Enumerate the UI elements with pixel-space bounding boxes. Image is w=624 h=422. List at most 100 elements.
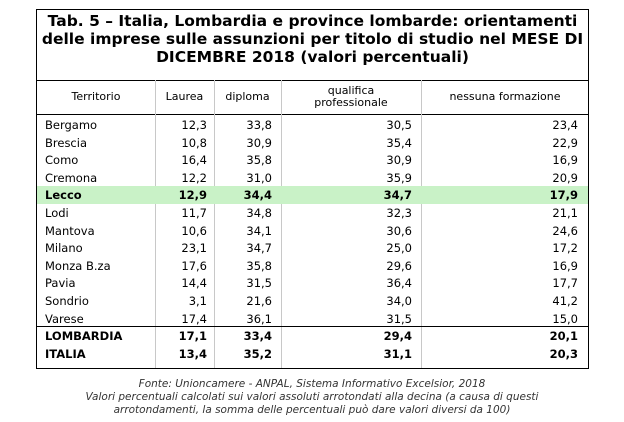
cell-territorio: Pavia: [45, 276, 76, 291]
column-separator: [155, 80, 156, 368]
total-row: ITALIA 13,4 35,2 31,1 20,3: [37, 345, 588, 363]
cell-territorio: Como: [45, 153, 79, 168]
cell-territorio: Lodi: [45, 206, 69, 220]
cell-diploma: 35,2: [243, 347, 272, 361]
cell-qualifica: 34,0: [386, 294, 412, 308]
cell-diploma: 33,8: [246, 118, 272, 132]
cell-qualifica: 25,0: [386, 241, 412, 256]
cell-diploma: 30,9: [246, 135, 272, 150]
cell-diploma: 31,0: [246, 170, 272, 185]
cell-territorio: LOMBARDIA: [45, 329, 123, 343]
table-row: Milano 23,1 34,7 25,0 17,2: [37, 239, 588, 257]
cell-laurea: 17,4: [181, 311, 207, 326]
cell-nessuna: 21,1: [552, 206, 578, 220]
cell-qualifica: 36,4: [386, 276, 412, 291]
cell-territorio: ITALIA: [45, 347, 86, 361]
header-qualifica-line-1: qualifica: [327, 84, 375, 97]
table-row: Brescia 10,8 30,9 35,4 22,9: [37, 134, 588, 152]
column-separator: [421, 80, 422, 368]
cell-qualifica: 35,9: [386, 170, 412, 185]
cell-qualifica: 29,4: [383, 329, 412, 343]
cell-laurea: 14,4: [181, 276, 207, 291]
cell-nessuna: 24,6: [552, 223, 578, 238]
cell-diploma: 21,6: [246, 294, 272, 308]
cell-nessuna: 41,2: [552, 294, 578, 308]
cell-laurea: 12,2: [181, 170, 207, 185]
cell-territorio: Cremona: [45, 170, 98, 185]
table-frame: Tab. 5 – Italia, Lombardia e province lo…: [36, 9, 589, 369]
header-bottom-rule: [37, 114, 588, 115]
cell-territorio: Varese: [45, 311, 84, 326]
cell-laurea: 17,6: [181, 258, 207, 273]
footer-note-2: arrotondamenti, la somma delle percentua…: [113, 404, 511, 416]
cell-laurea: 3,1: [188, 294, 207, 308]
header-laurea: Laurea: [165, 90, 204, 103]
cell-nessuna: 22,9: [552, 135, 578, 150]
cell-diploma: 35,8: [246, 153, 272, 168]
table-row: Pavia 14,4 31,5 36,4 17,7: [37, 274, 588, 292]
cell-laurea: 16,4: [181, 153, 207, 168]
cell-territorio: Lecco: [45, 188, 82, 203]
totals-rule: [37, 326, 588, 327]
cell-nessuna: 17,2: [552, 241, 578, 256]
cell-nessuna: 15,0: [552, 311, 578, 326]
cell-qualifica: 31,5: [386, 311, 412, 326]
column-separator: [214, 80, 215, 368]
cell-diploma: 34,8: [246, 206, 272, 220]
cell-territorio: Sondrio: [45, 294, 89, 308]
table-row: Monza B.za 17,6 35,8 29,6 16,9: [37, 257, 588, 275]
cell-diploma: 34,1: [246, 223, 272, 238]
table-row: Lodi 11,7 34,8 32,3 21,1: [37, 204, 588, 222]
header-nessuna-formazione: nessuna formazione: [449, 90, 561, 103]
cell-territorio: Monza B.za: [45, 258, 111, 273]
table-row: Cremona 12,2 31,0 35,9 20,9: [37, 169, 588, 187]
cell-nessuna: 17,7: [552, 276, 578, 291]
table-row: Varese 17,4 36,1 31,5 15,0: [37, 310, 588, 328]
cell-laurea: 11,7: [181, 206, 207, 220]
header-territorio: Territorio: [71, 90, 121, 103]
table-row: Como 16,4 35,8 30,9 16,9: [37, 151, 588, 169]
cell-territorio: Brescia: [45, 135, 87, 150]
table-row: Bergamo 12,3 33,8 30,5 23,4: [37, 116, 588, 134]
cell-nessuna: 20,1: [549, 329, 578, 343]
cell-diploma: 34,7: [246, 241, 272, 256]
cell-diploma: 34,4: [243, 188, 272, 203]
cell-qualifica: 34,7: [383, 188, 412, 203]
cell-qualifica: 30,9: [386, 153, 412, 168]
table-row: Sondrio 3,1 21,6 34,0 41,2: [37, 292, 588, 310]
table-row: Mantova 10,6 34,1 30,6 24,6: [37, 222, 588, 240]
cell-nessuna: 23,4: [552, 118, 578, 132]
cell-qualifica: 30,5: [386, 118, 412, 132]
cell-laurea: 12,9: [178, 188, 207, 203]
cell-nessuna: 17,9: [549, 188, 578, 203]
cell-laurea: 17,1: [178, 329, 207, 343]
header-top-rule: [37, 80, 588, 81]
title-line-3: DICEMBRE 2018 (valori percentuali): [156, 48, 469, 66]
cell-laurea: 13,4: [178, 347, 207, 361]
cell-laurea: 10,6: [181, 223, 207, 238]
cell-qualifica: 35,4: [386, 135, 412, 150]
cell-laurea: 10,8: [181, 135, 207, 150]
header-qualifica: qualifica professionale: [281, 80, 421, 114]
cell-diploma: 33,4: [243, 329, 272, 343]
cell-territorio: Milano: [45, 241, 83, 256]
cell-diploma: 36,1: [246, 311, 272, 326]
cell-qualifica: 31,1: [383, 347, 412, 361]
cell-qualifica: 29,6: [386, 258, 412, 273]
title-line-1: Tab. 5 – Italia, Lombardia e province lo…: [47, 12, 578, 30]
cell-laurea: 12,3: [181, 118, 207, 132]
cell-diploma: 31,5: [246, 276, 272, 291]
table-row: Lecco 12,9 34,4 34,7 17,9: [37, 186, 588, 205]
cell-qualifica: 30,6: [386, 223, 412, 238]
title-line-2: delle imprese sulle assunzioni per titol…: [41, 30, 584, 48]
table-title: Tab. 5 – Italia, Lombardia e province lo…: [37, 12, 588, 66]
cell-territorio: Bergamo: [45, 118, 98, 132]
cell-diploma: 35,8: [246, 258, 272, 273]
total-row: LOMBARDIA 17,1 33,4 29,4 20,1: [37, 327, 588, 345]
cell-nessuna: 16,9: [552, 153, 578, 168]
cell-territorio: Mantova: [45, 223, 95, 238]
header-diploma: diploma: [225, 90, 270, 103]
cell-qualifica: 32,3: [386, 206, 412, 220]
footer-source: Fonte: Unioncamere - ANPAL, Sistema Info…: [138, 378, 486, 390]
cell-nessuna: 20,3: [549, 347, 578, 361]
